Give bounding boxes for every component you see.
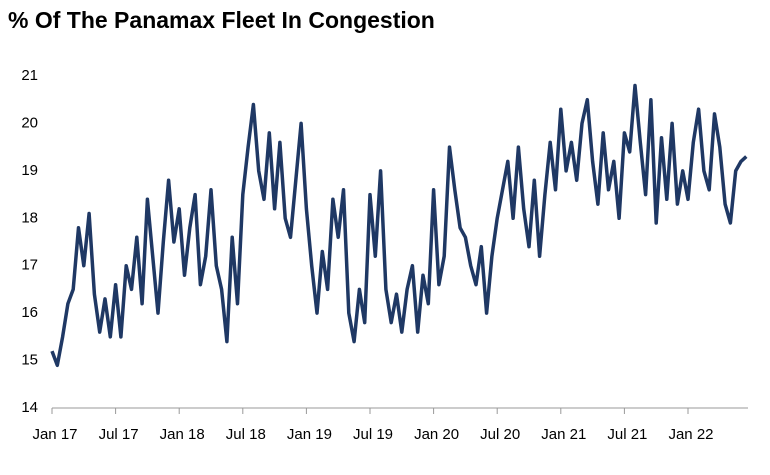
x-tick-label: Jan 18: [160, 426, 205, 443]
x-tick-label: Jan 17: [32, 426, 77, 443]
y-tick-label: 18: [21, 209, 38, 226]
x-tick-label: Jul 19: [353, 426, 393, 443]
x-tick-label: Jul 20: [480, 426, 520, 443]
y-tick-label: 20: [21, 114, 38, 131]
x-tick-label: Jul 18: [226, 426, 266, 443]
y-tick-label: 14: [21, 399, 38, 416]
y-tick-label: 15: [21, 352, 38, 369]
x-tick-label: Jan 21: [541, 426, 586, 443]
chart-title: % Of The Panamax Fleet In Congestion: [8, 7, 435, 33]
y-tick-label: 16: [21, 304, 38, 321]
y-tick-label: 19: [21, 162, 38, 179]
series-line: [50, 83, 748, 368]
x-tick-label: Jul 21: [607, 426, 647, 443]
y-tick-label: 21: [21, 67, 38, 84]
x-tick-label: Jan 22: [668, 426, 713, 443]
y-tick-label: 17: [21, 257, 38, 274]
x-tick-label: Jul 17: [99, 426, 139, 443]
x-tick-label: Jan 19: [287, 426, 332, 443]
x-tick-label: Jan 20: [414, 426, 459, 443]
